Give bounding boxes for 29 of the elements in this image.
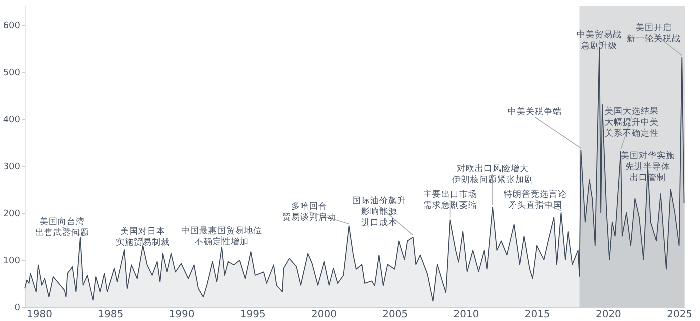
x-tick-label: 1995	[240, 310, 266, 320]
x-tick-label: 2025	[667, 310, 693, 320]
y-tick-label: 100	[3, 256, 21, 266]
x-tick-label: 2000	[311, 310, 337, 320]
x-tick-label: 1990	[169, 310, 195, 320]
annotation: 对欧出口风险增大伊朗核问题紧张加剧	[452, 163, 534, 186]
annotation: 美国对日本实施贸易制裁	[116, 226, 170, 248]
y-tick-label: 400	[3, 115, 21, 126]
x-tick-label: 1980	[27, 310, 52, 320]
annotation: 中美贸易战急剧升级	[577, 29, 622, 52]
y-tick-label: 500	[3, 68, 21, 78]
y-tick-label: 200	[3, 209, 21, 220]
annotation: 美国向台湾出售武器问题	[35, 216, 90, 238]
annotation: 主要出口市场需求急剧萎缩	[423, 188, 478, 211]
x-tick-label: 2010	[454, 310, 480, 320]
annotation: 特朗普竞选言论矛头直指中国	[504, 188, 567, 211]
x-tick-label: 1985	[98, 310, 124, 320]
annotation: 中美关税争端	[508, 106, 562, 118]
annotation: 美国大选结果大幅提升中美关系不确定性	[604, 106, 659, 139]
y-tick-label: 0	[14, 304, 21, 314]
x-tick-label: 2005	[382, 310, 408, 320]
y-tick-label: 300	[3, 162, 21, 172]
y-tick-label: 600	[3, 21, 21, 32]
x-tick-label: 2020	[596, 310, 622, 320]
annotation: 多哈回合贸易谈判启动	[282, 201, 336, 224]
annotation: 国际油价飙升影响能源进口成本	[352, 195, 406, 228]
annotation: 美国开启新一轮关税战	[627, 22, 682, 45]
x-tick-label: 2015	[524, 310, 550, 320]
annotation: 中国最惠国贸易地位不确定性增加	[182, 225, 263, 248]
